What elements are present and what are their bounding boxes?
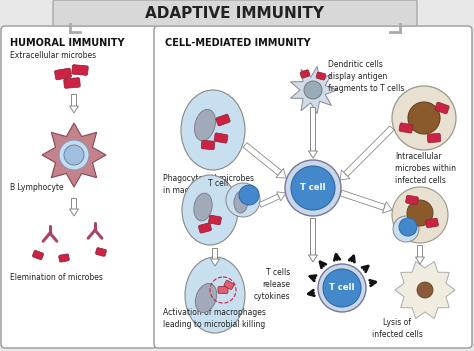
FancyBboxPatch shape [201,140,215,150]
Text: Lysis of
infected cells: Lysis of infected cells [372,318,422,339]
Text: B Lymphocyte: B Lymphocyte [10,184,64,192]
Bar [310,218,316,255]
Polygon shape [340,190,385,210]
FancyBboxPatch shape [426,218,438,228]
Circle shape [408,102,440,134]
Polygon shape [42,123,106,187]
FancyBboxPatch shape [300,70,310,78]
Polygon shape [340,170,350,180]
Polygon shape [395,261,455,318]
Circle shape [399,218,417,236]
Polygon shape [344,126,394,177]
FancyBboxPatch shape [96,248,107,256]
Circle shape [285,160,341,216]
Polygon shape [70,106,79,113]
Polygon shape [243,143,282,175]
Text: Phagocytosed microbes
in macrophages: Phagocytosed microbes in macrophages [163,174,254,195]
Polygon shape [277,192,286,201]
FancyBboxPatch shape [55,68,72,80]
FancyBboxPatch shape [209,215,221,225]
Text: T cell: T cell [208,179,228,188]
FancyBboxPatch shape [216,114,230,126]
Text: Intracellular
microbes within
infected cells: Intracellular microbes within infected c… [395,152,456,185]
Bar [310,107,316,151]
FancyBboxPatch shape [224,280,234,290]
Ellipse shape [195,284,217,312]
Ellipse shape [185,257,245,333]
FancyBboxPatch shape [1,26,157,348]
Ellipse shape [194,193,212,221]
FancyBboxPatch shape [154,26,472,348]
Polygon shape [291,66,337,114]
FancyBboxPatch shape [316,72,326,80]
Text: Activation of macrophages
leading to microbial killing: Activation of macrophages leading to mic… [163,308,266,329]
Circle shape [323,269,361,307]
Bar [212,248,218,259]
Circle shape [407,200,433,226]
Text: Extracellular microbes: Extracellular microbes [10,52,96,60]
Circle shape [239,185,259,205]
Polygon shape [276,168,286,178]
Ellipse shape [181,90,245,170]
Circle shape [59,140,89,170]
FancyBboxPatch shape [64,78,80,88]
Text: T cell: T cell [300,184,326,192]
Circle shape [417,282,433,298]
Bar [72,198,76,209]
Circle shape [291,166,335,210]
FancyBboxPatch shape [72,65,88,75]
Text: T cell: T cell [329,284,355,292]
Circle shape [318,264,366,312]
FancyBboxPatch shape [399,123,413,133]
Text: Dendritic cells
display antigen
fragments to T cells: Dendritic cells display antigen fragment… [328,60,404,93]
Ellipse shape [234,191,248,213]
Text: Elemination of microbes: Elemination of microbes [10,273,103,283]
Bar [72,94,76,106]
FancyBboxPatch shape [59,254,69,262]
FancyBboxPatch shape [218,286,228,293]
Text: HUMORAL IMMUNITY: HUMORAL IMMUNITY [10,38,125,48]
FancyBboxPatch shape [53,0,417,26]
Polygon shape [259,194,280,207]
FancyBboxPatch shape [33,250,44,260]
Circle shape [226,183,260,217]
FancyBboxPatch shape [435,102,449,114]
Polygon shape [309,255,318,262]
Circle shape [64,145,84,165]
Polygon shape [309,151,318,158]
Text: T cells
release
cytokines: T cells release cytokines [254,268,290,300]
Bar [418,245,422,257]
Circle shape [392,187,448,243]
FancyBboxPatch shape [406,195,419,205]
Ellipse shape [194,109,216,141]
Ellipse shape [182,175,238,245]
Circle shape [304,81,322,99]
Circle shape [393,216,419,242]
FancyBboxPatch shape [199,223,211,233]
Circle shape [392,86,456,150]
Text: CELL-MEDIATED IMMUNITY: CELL-MEDIATED IMMUNITY [165,38,310,48]
Polygon shape [210,259,219,266]
Polygon shape [383,202,392,213]
Text: ADAPTIVE IMMUNITY: ADAPTIVE IMMUNITY [146,7,325,21]
FancyBboxPatch shape [427,133,441,143]
Polygon shape [416,257,425,264]
FancyBboxPatch shape [214,133,228,143]
Polygon shape [70,209,79,216]
